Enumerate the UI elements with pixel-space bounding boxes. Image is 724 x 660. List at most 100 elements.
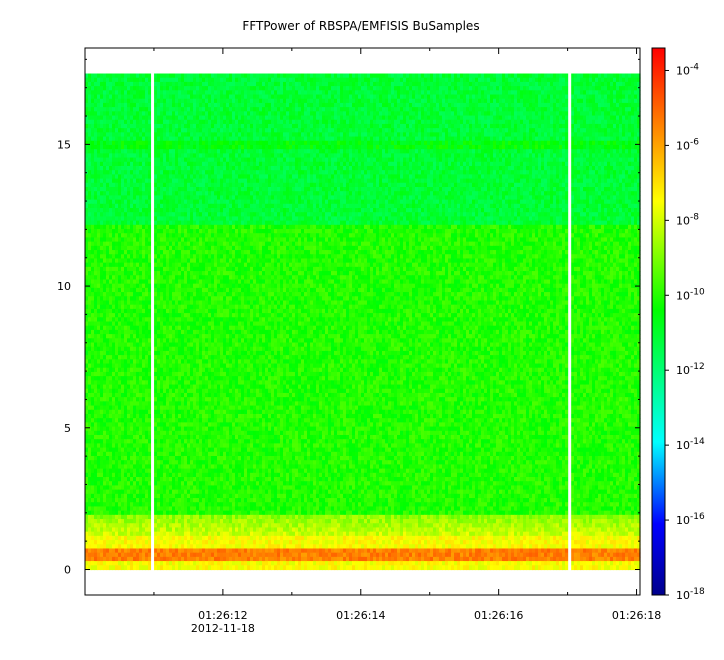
heatmap-cell: [592, 102, 596, 108]
heatmap-cell: [460, 73, 464, 79]
heatmap-cell: [313, 86, 317, 91]
heatmap-cell: [496, 98, 500, 104]
heatmap-cell: [364, 115, 368, 121]
heatmap-cell: [451, 98, 455, 104]
heatmap-cell: [106, 119, 110, 125]
heatmap-cell: [244, 119, 248, 125]
heatmap-cell: [472, 81, 476, 87]
heatmap-cell: [340, 90, 344, 96]
heatmap-cell: [619, 119, 623, 125]
heatmap-cell: [196, 90, 200, 96]
heatmap-cell: [166, 86, 170, 91]
heatmap-cell: [172, 98, 176, 104]
heatmap-cell: [157, 119, 161, 125]
heatmap-cell: [451, 73, 455, 79]
heatmap-cell: [301, 73, 305, 79]
heatmap-cell: [340, 86, 344, 91]
heatmap-cell: [388, 90, 392, 96]
heatmap-cell: [181, 98, 185, 104]
heatmap-cell: [583, 86, 587, 91]
heatmap-cell: [367, 119, 371, 125]
heatmap-cell: [94, 111, 98, 117]
heatmap-cell: [187, 81, 191, 87]
heatmap-cell: [235, 119, 239, 125]
heatmap-cell: [403, 90, 407, 96]
heatmap-cell: [415, 81, 419, 87]
heatmap-cell: [244, 98, 248, 104]
heatmap-cell: [559, 94, 563, 100]
heatmap-cell: [451, 94, 455, 100]
heatmap-cell: [136, 115, 140, 121]
heatmap-cell: [502, 107, 506, 112]
heatmap-cell: [199, 123, 203, 129]
heatmap-cell: [361, 111, 365, 117]
heatmap-cell: [124, 98, 128, 104]
heatmap-cell: [388, 81, 392, 87]
heatmap-cell: [472, 102, 476, 108]
heatmap-cell: [256, 86, 260, 91]
heatmap-cell: [175, 86, 179, 91]
heatmap-cell: [232, 107, 236, 112]
heatmap-cell: [202, 107, 206, 112]
heatmap-cell: [235, 81, 239, 87]
heatmap-cell: [217, 98, 221, 104]
heatmap-cell: [460, 86, 464, 91]
heatmap-cell: [244, 90, 248, 96]
heatmap-cell: [460, 102, 464, 108]
heatmap-cell: [433, 102, 437, 108]
heatmap-cell: [373, 90, 377, 96]
heatmap-cell: [397, 107, 401, 112]
heatmap-cell: [592, 107, 596, 112]
heatmap-cell: [229, 119, 233, 125]
heatmap-cell: [598, 107, 602, 112]
heatmap-cell: [442, 107, 446, 112]
heatmap-cell: [553, 86, 557, 91]
heatmap-cell: [202, 81, 206, 87]
heatmap-cell: [235, 115, 239, 121]
heatmap-cell: [289, 107, 293, 112]
heatmap-cell: [493, 94, 497, 100]
heatmap-cell: [187, 102, 191, 108]
heatmap-cell: [250, 102, 254, 108]
heatmap-cell: [472, 111, 476, 117]
heatmap-cell: [481, 90, 485, 96]
heatmap-cell: [229, 73, 233, 79]
heatmap-cell: [319, 73, 323, 79]
heatmap-cell: [85, 81, 89, 87]
heatmap-cell: [547, 77, 551, 83]
heatmap-cell: [409, 115, 413, 121]
heatmap-cell: [454, 90, 458, 96]
heatmap-cell: [424, 102, 428, 108]
heatmap-cell: [625, 77, 629, 83]
heatmap-cell: [226, 115, 230, 121]
heatmap-cell: [169, 94, 173, 100]
heatmap-cell: [337, 102, 341, 108]
heatmap-cell: [145, 81, 149, 87]
heatmap-cell: [517, 107, 521, 112]
heatmap-cell: [358, 119, 362, 125]
heatmap-cell: [412, 107, 416, 112]
heatmap-cell: [562, 77, 566, 83]
heatmap-cell: [223, 81, 227, 87]
heatmap-cell: [631, 77, 635, 83]
heatmap-cell: [559, 98, 563, 104]
heatmap-cell: [211, 102, 215, 108]
heatmap-cell: [610, 73, 614, 79]
heatmap-cell: [559, 73, 563, 79]
heatmap-cell: [454, 115, 458, 121]
heatmap-cell: [490, 102, 494, 108]
heatmap-cell: [538, 119, 542, 125]
heatmap-cell: [586, 86, 590, 91]
heatmap-cell: [268, 90, 272, 96]
heatmap-cell: [403, 86, 407, 91]
heatmap-cell: [373, 94, 377, 100]
heatmap-cell: [295, 81, 299, 87]
heatmap-cell: [445, 94, 449, 100]
heatmap-cell: [526, 94, 530, 100]
heatmap-cell: [181, 119, 185, 125]
heatmap-cell: [286, 98, 290, 104]
heatmap-cell: [136, 90, 140, 96]
heatmap-cell: [127, 119, 131, 125]
heatmap-cell: [457, 86, 461, 91]
heatmap-cell: [94, 77, 98, 83]
